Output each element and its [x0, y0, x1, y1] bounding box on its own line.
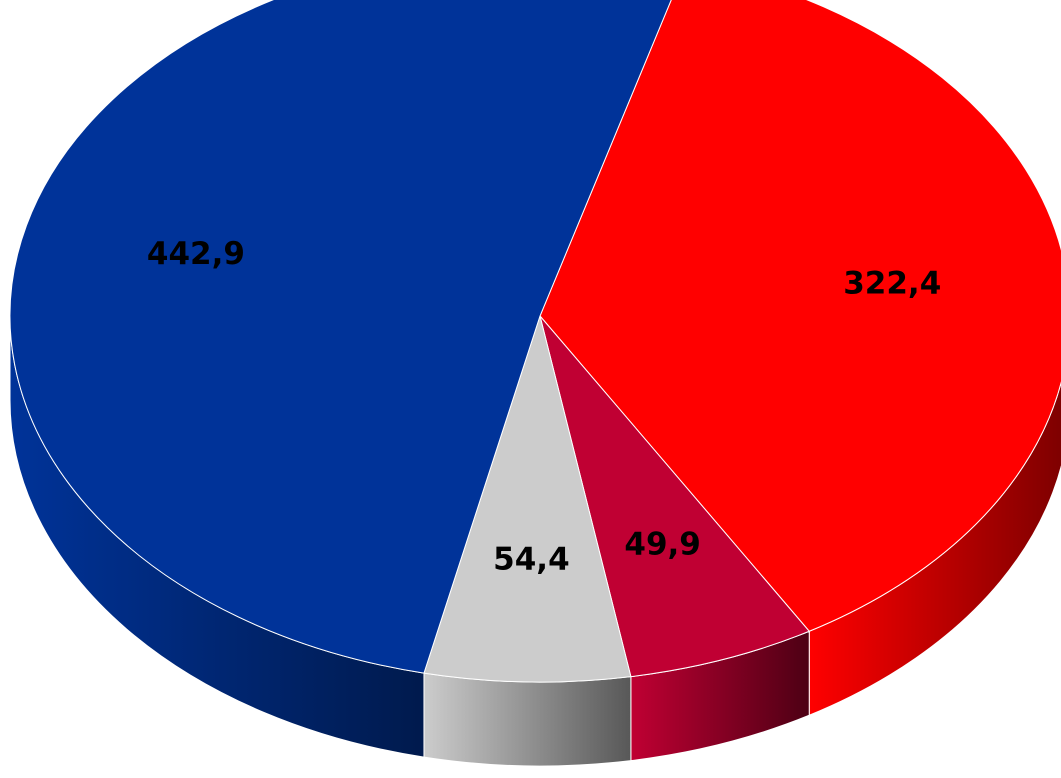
pie-slice-side-2 [423, 672, 632, 767]
pie-slice-1 [539, 315, 811, 678]
pie-slice-2 [423, 314, 632, 683]
pie-data-label-0: 322,4 [843, 265, 941, 301]
pie-slice-3 [9, 0, 672, 674]
pie-data-label-3: 442,9 [147, 236, 245, 272]
pie-sides [9, 315, 1061, 767]
pie-slices [9, 0, 1061, 683]
pie-data-labels: 322,4 49,9 54,4 442,9 [147, 236, 941, 578]
pie-data-label-2: 54,4 [493, 542, 570, 578]
pie-slice-0 [539, 0, 1061, 632]
pie-data-label-1: 49,9 [624, 527, 701, 563]
